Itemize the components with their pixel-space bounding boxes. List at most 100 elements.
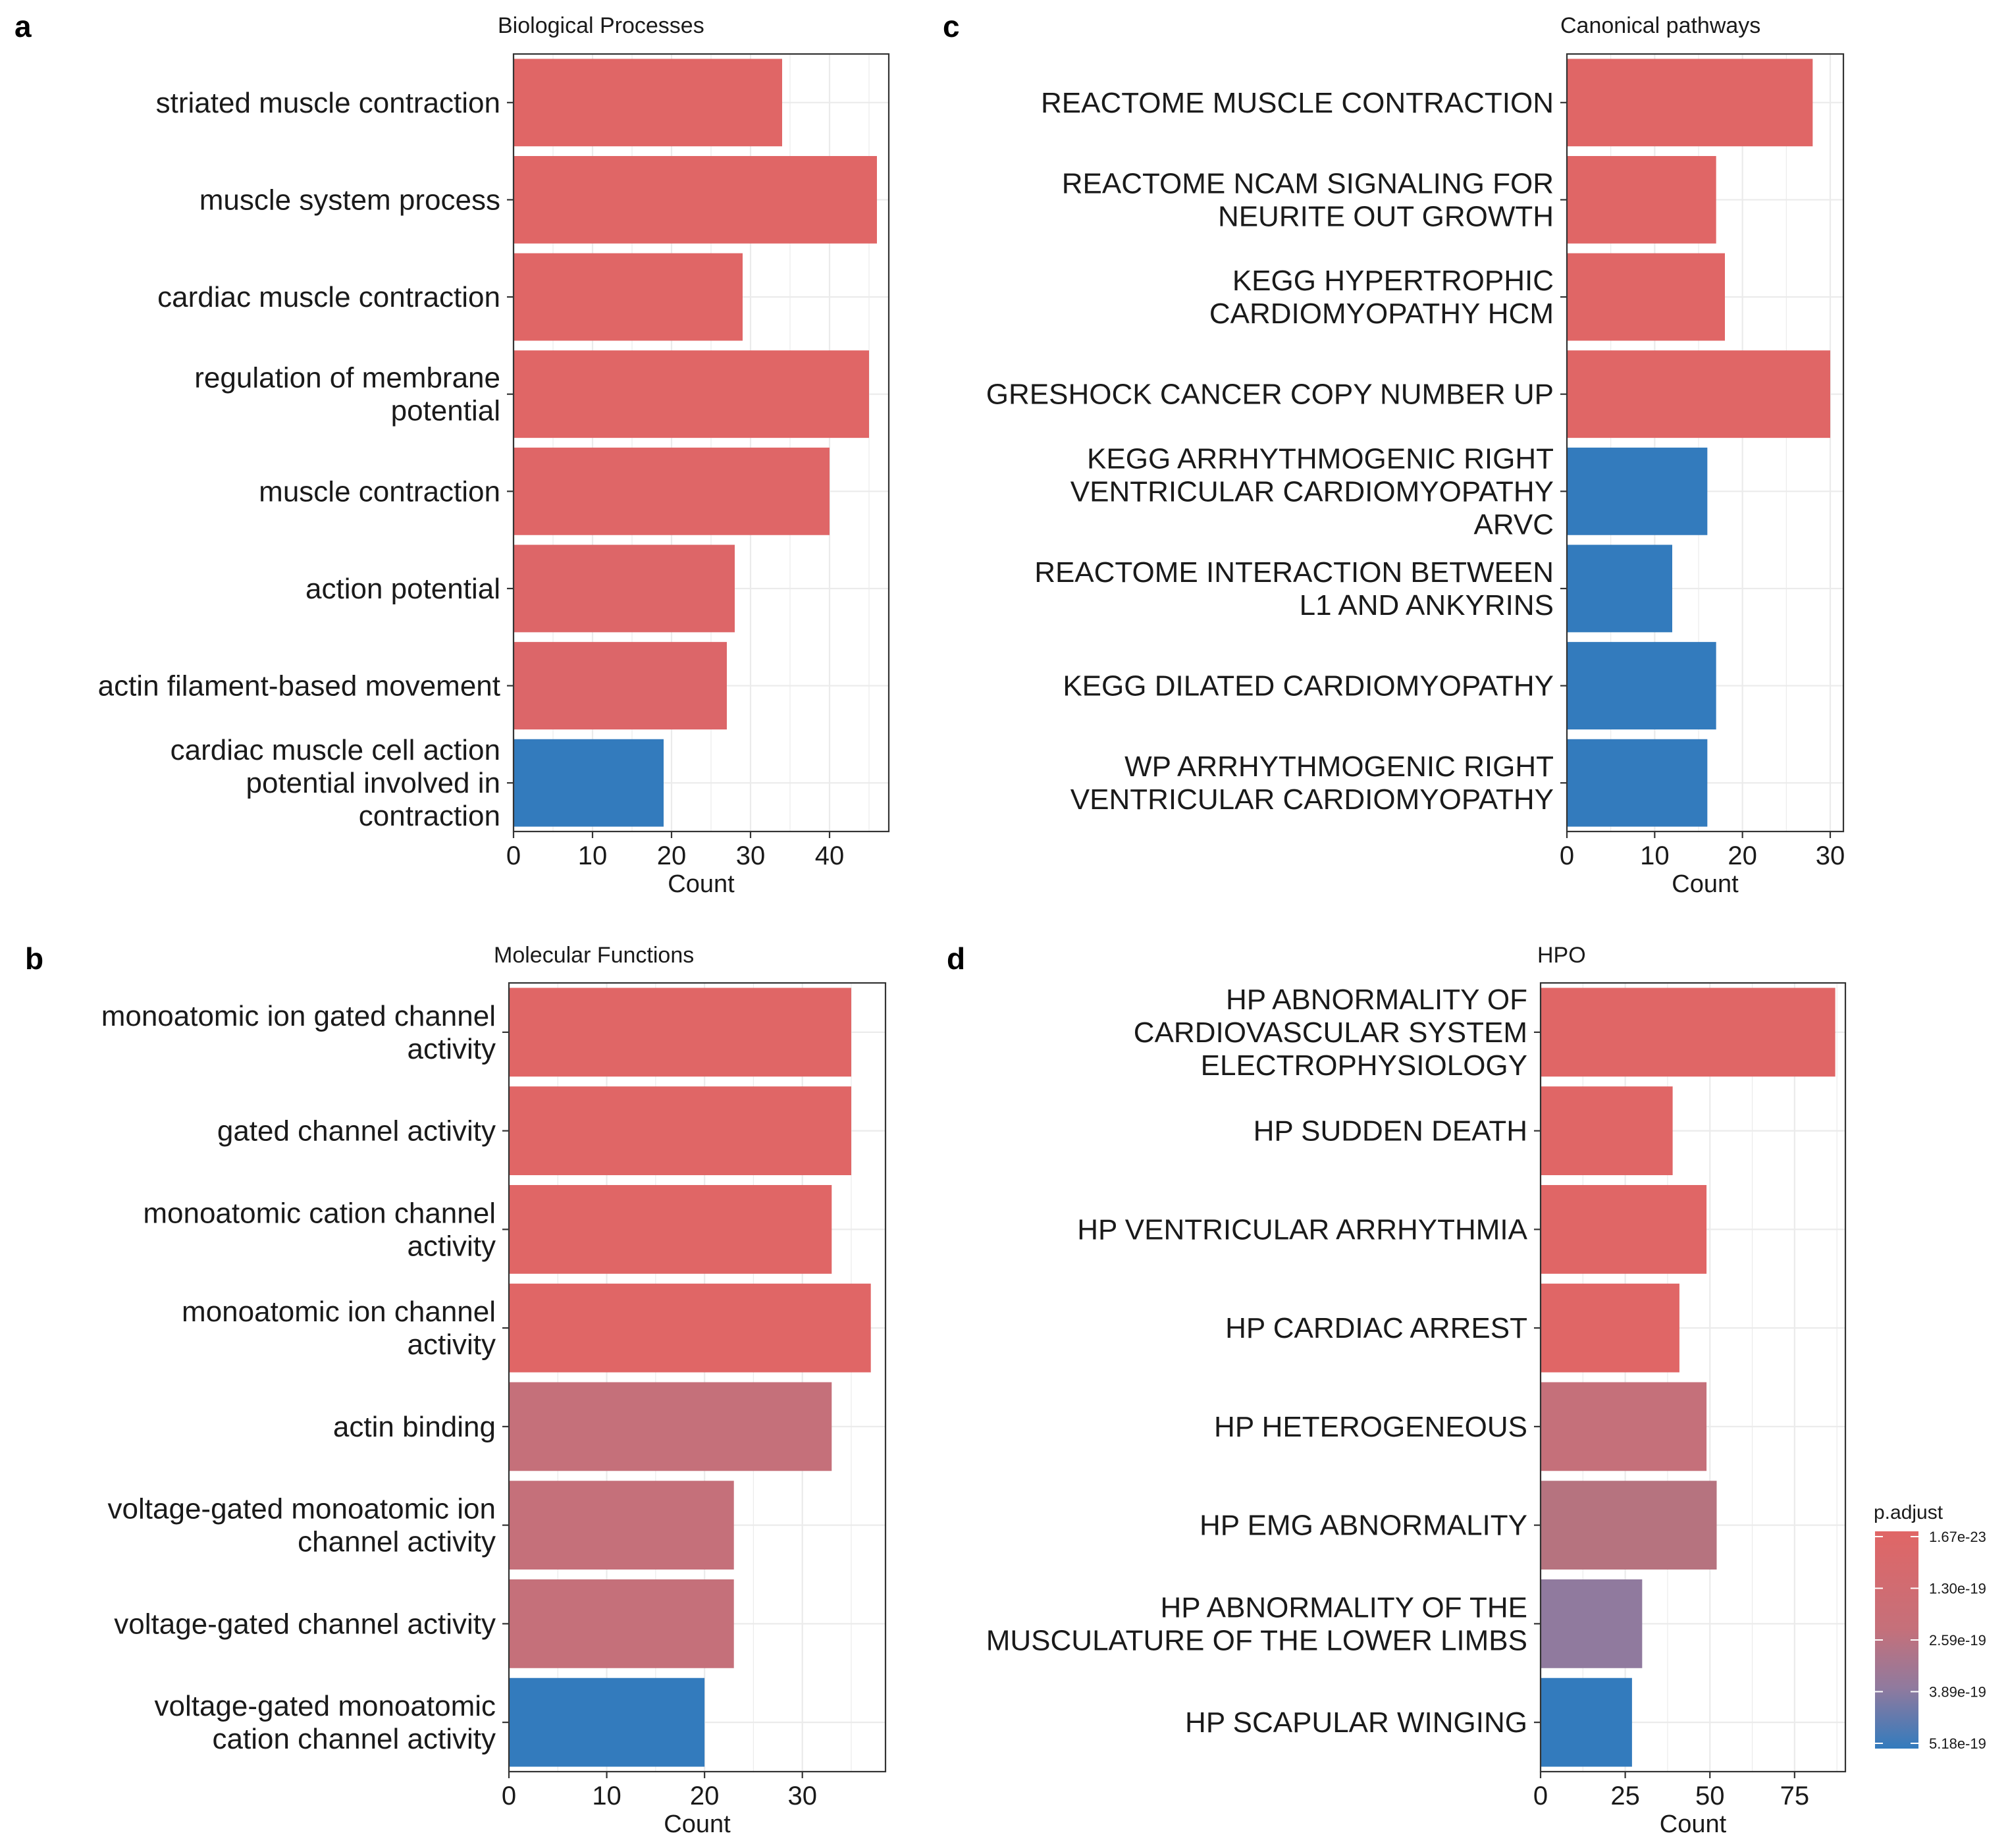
- x-tick-label: 0: [1560, 841, 1574, 870]
- x-axis-title: Count: [1672, 870, 1739, 898]
- category-label-7: voltage-gated channel activity: [114, 1608, 496, 1640]
- category-label-6: action potential: [305, 573, 500, 605]
- category-label-6: HP EMG ABNORMALITY: [1200, 1510, 1527, 1542]
- bar-4: [1541, 1283, 1679, 1373]
- bar-1: [509, 988, 851, 1077]
- legend-tick-label: 2.59e-19: [1929, 1632, 1986, 1649]
- category-label-8: voltage-gated monoatomic cation channel a…: [154, 1690, 496, 1755]
- panel-molecular-functions: monoatomic ion gated channel activity gate…: [101, 943, 887, 1838]
- category-label-4: regulation of membrane potential: [194, 362, 500, 427]
- color-legend: p.adjust 1.67e-23 1.30e-19 2.59e-19 3.89e-1…: [1874, 1502, 1986, 1752]
- legend-title: p.adjust: [1874, 1502, 1943, 1523]
- category-label-1: HP ABNORMALITY OF CARDIOVASCULAR SYSTEM EL…: [1134, 984, 1527, 1082]
- x-tick-label: 0: [506, 841, 521, 870]
- bar-1: [1541, 988, 1836, 1077]
- bar-1: [1567, 59, 1813, 147]
- bar-5: [1541, 1382, 1707, 1471]
- category-label-1: monoatomic ion gated channel activity: [101, 1000, 496, 1065]
- x-axis-title: Count: [668, 870, 735, 898]
- bar-3: [514, 253, 743, 341]
- category-label-2: gated channel activity: [217, 1115, 496, 1148]
- category-label-4: GRESHOCK CANCER COPY NUMBER UP: [986, 379, 1554, 411]
- bar-3: [1541, 1184, 1707, 1274]
- category-label-7: actin filament-based movement: [98, 670, 500, 702]
- bar-5: [509, 1382, 832, 1471]
- panel-letter-d: d: [947, 941, 965, 976]
- bar-4: [509, 1283, 871, 1373]
- bar-2: [1541, 1086, 1673, 1176]
- category-label-6: REACTOME INTERACTION BETWEEN L1 AND ANKYR…: [1034, 556, 1554, 621]
- category-label-8: cardiac muscle cell action potential invo…: [171, 734, 500, 832]
- bar-4: [1567, 350, 1830, 438]
- plot-border: [1539, 982, 1847, 1773]
- x-tick-label: 30: [736, 841, 766, 870]
- x-tick-label: 75: [1780, 1782, 1810, 1810]
- x-tick-label: 10: [1640, 841, 1670, 870]
- category-label-4: monoatomic ion channel activity: [182, 1296, 496, 1361]
- category-label-8: WP ARRHYTHMOGENIC RIGHT VENTRICULAR CARDI…: [1070, 751, 1554, 816]
- bar-6: [509, 1481, 734, 1570]
- legend-tick-label: 1.30e-19: [1929, 1581, 1986, 1597]
- x-axis-title: Count: [1660, 1810, 1727, 1838]
- bar-7: [1567, 642, 1716, 729]
- category-label-7: HP ABNORMALITY OF THE MUSCULATURE OF THE …: [986, 1591, 1527, 1656]
- bar-4: [514, 350, 869, 438]
- category-label-1: REACTOME MUSCLE CONTRACTION: [1041, 87, 1554, 119]
- bar-2: [509, 1086, 851, 1176]
- category-label-5: HP HETEROGENEOUS: [1214, 1411, 1527, 1443]
- panel-biological-processes: striated muscle contraction muscle system…: [98, 13, 890, 898]
- plot-border: [512, 53, 890, 833]
- category-label-8: HP SCAPULAR WINGING: [1185, 1706, 1527, 1739]
- panel-title: Biological Processes: [498, 13, 704, 38]
- bar-3: [509, 1184, 832, 1274]
- x-tick-label: 30: [1816, 841, 1845, 870]
- panel-letter-b: b: [25, 941, 43, 976]
- bar-8: [1567, 739, 1708, 827]
- panel-letter-c: c: [943, 9, 960, 43]
- plot-border: [1566, 53, 1845, 833]
- x-tick-label: 50: [1695, 1782, 1725, 1810]
- panel-title: HPO: [1537, 943, 1586, 968]
- category-label-4: HP CARDIAC ARREST: [1225, 1312, 1527, 1344]
- x-axis-title: Count: [664, 1810, 731, 1838]
- panel-canonical-pathways: REACTOME MUSCLE CONTRACTION REACTOME NCAM…: [986, 13, 1845, 898]
- x-tick-label: 10: [592, 1782, 621, 1810]
- category-label-3: HP VENTRICULAR ARRHYTHMIA: [1077, 1213, 1527, 1246]
- category-label-5: actin binding: [333, 1411, 496, 1443]
- bar-5: [1567, 447, 1708, 535]
- category-label-1: striated muscle contraction: [156, 87, 500, 119]
- bar-1: [514, 59, 782, 147]
- bar-7: [509, 1579, 734, 1668]
- x-tick-label: 30: [787, 1782, 817, 1810]
- category-label-6: voltage-gated monoatomic ion channel acti…: [108, 1493, 496, 1558]
- bar-7: [1541, 1579, 1643, 1668]
- x-tick-label: 25: [1610, 1782, 1640, 1810]
- plot-border: [508, 982, 887, 1773]
- bar-6: [514, 544, 735, 633]
- panel-letter-a: a: [14, 9, 32, 43]
- category-label-2: REACTOME NCAM SIGNALING FOR NEURITE OUT G…: [1062, 167, 1554, 232]
- bar-7: [514, 642, 727, 729]
- legend-tick-label: 5.18e-19: [1929, 1735, 1986, 1752]
- x-tick-label: 40: [815, 841, 845, 870]
- x-tick-label: 20: [690, 1782, 720, 1810]
- bar-2: [1567, 156, 1716, 244]
- bar-8: [1541, 1677, 1632, 1767]
- x-tick-label: 0: [1533, 1782, 1548, 1810]
- bar-6: [1567, 544, 1672, 633]
- legend-tick-label: 3.89e-19: [1929, 1684, 1986, 1701]
- category-label-5: KEGG ARRHYTHMOGENIC RIGHT VENTRICULAR CAR…: [1070, 442, 1554, 541]
- panel-hpo: HP ABNORMALITY OF CARDIOVASCULAR SYSTEM EL…: [986, 943, 1847, 1838]
- bar-8: [514, 739, 664, 827]
- category-label-3: cardiac muscle contraction: [157, 281, 500, 313]
- category-label-7: KEGG DILATED CARDIOMYOPATHY: [1063, 670, 1554, 702]
- legend-tick-label: 1.67e-23: [1929, 1529, 1986, 1545]
- category-label-3: KEGG HYPERTROPHIC CARDIOMYOPATHY HCM: [1209, 265, 1554, 330]
- bar-5: [514, 447, 830, 535]
- panel-title: Molecular Functions: [494, 943, 694, 968]
- bar-2: [514, 156, 877, 244]
- panel-title: Canonical pathways: [1560, 13, 1760, 38]
- category-label-3: monoatomic cation channel activity: [143, 1197, 496, 1262]
- x-tick-label: 20: [657, 841, 687, 870]
